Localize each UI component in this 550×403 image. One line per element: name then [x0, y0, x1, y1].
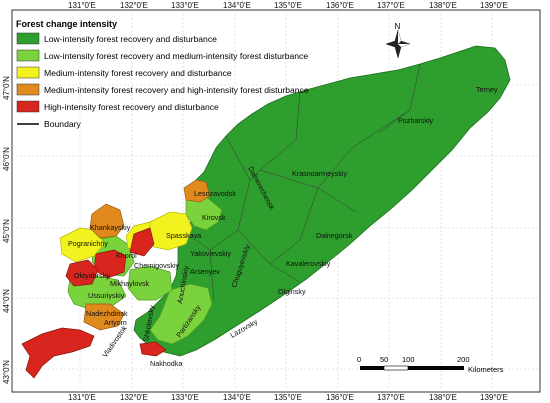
- region-high-2: [65, 259, 99, 287]
- north-arrow: N: [385, 22, 411, 59]
- place-label: Kirovsk: [202, 213, 226, 222]
- bottom-tick-label: 138°0'E: [429, 393, 457, 402]
- bottom-tick-labels: 131°0'E 132°0'E 133°0'E 134°0'E 135°0'E …: [68, 393, 508, 402]
- scale-bar: 0 50 100 200 Kilometers: [357, 355, 504, 374]
- place-label: Khorol: [116, 251, 137, 260]
- top-tick-label: 137°0'E: [377, 1, 405, 10]
- left-tick-label: 44°0'N: [2, 289, 11, 313]
- left-tick-labels: 47°0'N 46°0'N 45°0'N 44°0'N 43°0'N: [2, 76, 11, 384]
- bottom-tick-label: 131°0'E: [68, 393, 96, 402]
- legend-title: Forest change intensity: [16, 19, 117, 29]
- left-tick-label: 46°0'N: [2, 147, 11, 171]
- scale-label: 100: [402, 355, 415, 364]
- legend-label-low: Low-intensity forest recovery and distur…: [44, 34, 217, 44]
- top-tick-label: 138°0'E: [429, 1, 457, 10]
- scale-bar-segment: [408, 366, 464, 370]
- scale-bar-segment: [383, 365, 409, 371]
- top-tick-label: 133°0'E: [171, 1, 199, 10]
- scale-unit: Kilometers: [468, 365, 504, 374]
- top-tick-label: 135°0'E: [274, 1, 302, 10]
- north-arrow-highlight: [398, 30, 401, 44]
- bottom-tick-label: 136°0'E: [326, 393, 354, 402]
- place-label: Lesozavodsk: [194, 189, 236, 198]
- place-label: Olginsky: [278, 287, 306, 296]
- legend-swatch-medium: [16, 66, 40, 79]
- scale-bar-segment: [360, 366, 384, 370]
- place-label: Terney: [476, 85, 498, 94]
- place-label: Mikhaylovsk: [110, 279, 150, 288]
- top-tick-labels: 131°0'E 132°0'E 133°0'E 134°0'E 135°0'E …: [68, 1, 508, 10]
- legend-swatch-medium-high: [16, 83, 40, 96]
- scale-label: 50: [380, 355, 388, 364]
- legend-swatch-high: [16, 100, 40, 113]
- place-label: Arsenyev: [190, 267, 220, 276]
- place-label: Yakovlevskiy: [190, 249, 231, 258]
- north-label: N: [395, 22, 401, 31]
- place-label: Artyom: [104, 318, 127, 327]
- left-tick-label: 43°0'N: [2, 360, 11, 384]
- legend-swatch-low: [16, 32, 40, 45]
- place-label: Chernigovskiy: [134, 261, 180, 270]
- region-high-4: [129, 227, 155, 257]
- legend-label-high: High-intensity forest recovery and distu…: [44, 102, 219, 112]
- place-label: Kavalerovskiy: [286, 259, 331, 268]
- region-low-medium-2: [149, 283, 213, 345]
- bottom-tick-label: 133°0'E: [171, 393, 199, 402]
- region-medium-2: [59, 227, 105, 263]
- top-tick-label: 139°0'E: [480, 1, 508, 10]
- bottom-tick-label: 134°0'E: [223, 393, 251, 402]
- legend-label-medium-high: Medium-intensity forest recovery and hig…: [44, 85, 309, 95]
- legend-label-medium: Medium-intensity forest recovery and dis…: [44, 68, 232, 78]
- bottom-tick-label: 137°0'E: [377, 393, 405, 402]
- place-label: Oktyabrsky: [74, 271, 110, 280]
- legend-label-boundary: Boundary: [44, 119, 81, 129]
- place-label: Pozharskiy: [398, 116, 434, 125]
- place-label: Pogranichny: [68, 239, 108, 248]
- region-low-medium-5: [127, 265, 173, 301]
- scale-label: 200: [457, 355, 470, 364]
- place-label: Spasskaya: [166, 231, 201, 240]
- top-tick-label: 136°0'E: [326, 1, 354, 10]
- left-tick-label: 47°0'N: [2, 76, 11, 100]
- north-arrow-highlight: [398, 44, 410, 47]
- top-tick-label: 131°0'E: [68, 1, 96, 10]
- region-high-5: [139, 341, 167, 357]
- scale-label: 0: [357, 355, 361, 364]
- bottom-tick-label: 135°0'E: [274, 393, 302, 402]
- legend-swatch-low-medium: [16, 49, 40, 62]
- region-medium-high-3: [83, 303, 125, 331]
- place-label: Ussuriyskiy: [88, 291, 125, 300]
- region-medium-high-1: [89, 203, 125, 239]
- place-label: Dalnegorsk: [316, 231, 353, 240]
- bottom-tick-label: 139°0'E: [480, 393, 508, 402]
- top-tick-label: 134°0'E: [223, 1, 251, 10]
- left-tick-label: 45°0'N: [2, 219, 11, 243]
- place-label: Nakhodka: [150, 359, 182, 368]
- legend: Forest change intensity Low-intensity fo…: [16, 19, 309, 129]
- place-label: Krasnoarmeyskiy: [292, 169, 348, 178]
- bottom-tick-label: 132°0'E: [120, 393, 148, 402]
- region-high-3: [21, 327, 95, 379]
- region-medium-high-2: [183, 179, 211, 203]
- place-label: Nadezhdinsk: [86, 309, 128, 318]
- top-tick-label: 132°0'E: [120, 1, 148, 10]
- district-boundaries: [195, 63, 421, 301]
- place-label: Khankayskiy: [90, 223, 131, 232]
- legend-label-low-medium: Low-intensity forest recovery and medium…: [44, 51, 308, 61]
